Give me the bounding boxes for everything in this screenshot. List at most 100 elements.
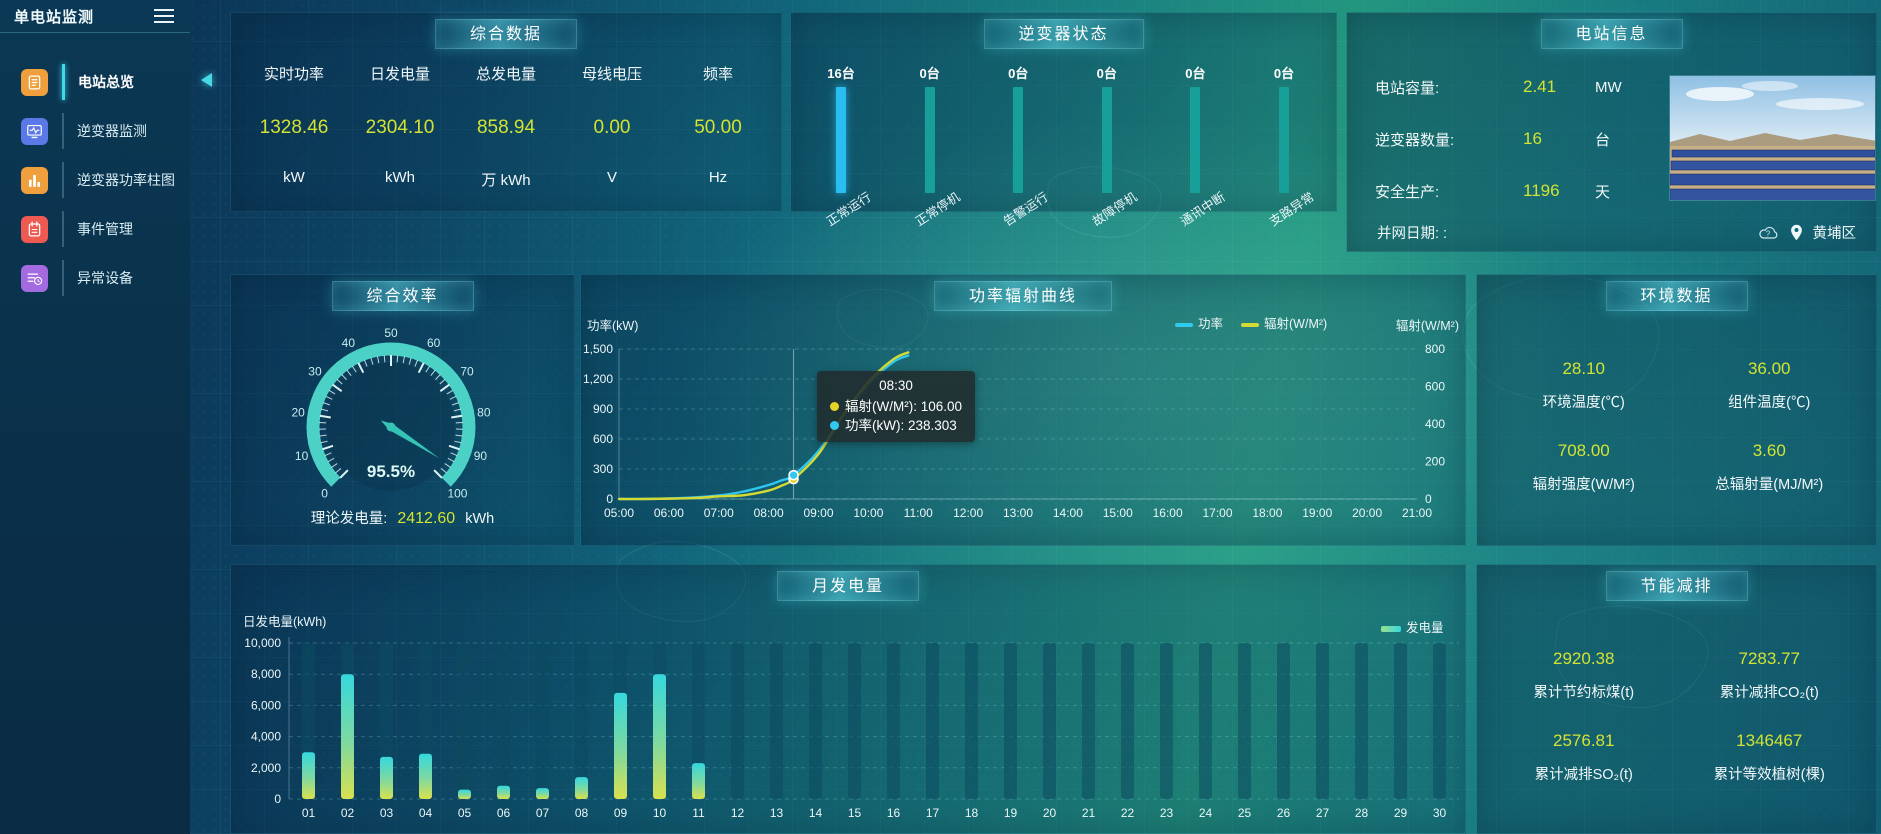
svg-text:90: 90 bbox=[474, 449, 488, 463]
power-hover-marker bbox=[788, 469, 799, 481]
tooltip-row: 辐射(W/M²): 106.00 bbox=[830, 397, 962, 416]
svg-text:14:00: 14:00 bbox=[1053, 506, 1083, 520]
sidebar-item-inverter-power-bars[interactable]: 逆变器功率柱图 bbox=[0, 159, 190, 201]
panel-summary: 综合数据 实时功率 1328.46 kW 日发电量 2304.10 kWh 总发电量 858.… bbox=[230, 12, 782, 212]
ghost-bar bbox=[692, 643, 705, 799]
monitor-icon bbox=[21, 117, 48, 145]
generation-bar[interactable] bbox=[302, 752, 315, 799]
svg-text:18: 18 bbox=[965, 806, 979, 820]
monthly-generation-chart[interactable]: 10,000 8,000 6,000 4,000 2,000 0 01 02 03 04 05 06 0… bbox=[231, 565, 1467, 834]
metric-value: 2304.10 bbox=[365, 117, 435, 138]
panel-environment: 环境数据 28.10 36.00 环境温度(℃) 组件温度(℃) 708.00 3.60 辐… bbox=[1476, 274, 1877, 546]
metric-label: 日发电量 bbox=[369, 66, 430, 83]
sidebar-item-inverter-monitor[interactable]: 逆变器监测 bbox=[0, 110, 190, 152]
legend-swatch bbox=[1241, 322, 1260, 327]
metric-label: 累计减排CO₂(t) bbox=[1719, 685, 1819, 701]
ghost-bar bbox=[1238, 643, 1251, 799]
inverter-status-bar bbox=[924, 87, 935, 193]
efficiency-gauge-chart[interactable]: 0 10 20 30 40 50 60 70 80 90 100 95.5% bbox=[231, 311, 576, 541]
ghost-bar bbox=[1160, 643, 1173, 799]
ghost-bar bbox=[1004, 643, 1017, 799]
svg-text:20: 20 bbox=[291, 405, 305, 419]
station-row-unit: 天 bbox=[1595, 183, 1611, 201]
ghost-bar bbox=[731, 643, 744, 799]
item-divider bbox=[62, 113, 64, 149]
metric-label: 实时功率 bbox=[263, 66, 324, 83]
generation-bar[interactable] bbox=[536, 788, 549, 799]
tooltip-series-dot bbox=[830, 402, 839, 411]
gauge-value: 95.5% bbox=[367, 462, 415, 481]
panel-power-curve: 功率辐射曲线 功率(kW) 辐射(W/M²) 功率 辐射(W/M²) 1,500 1… bbox=[580, 274, 1466, 546]
generation-bar[interactable] bbox=[419, 753, 432, 799]
generation-bar[interactable] bbox=[380, 756, 393, 799]
ghost-bar bbox=[1082, 643, 1095, 799]
summary-metrics: 实时功率 1328.46 kW 日发电量 2304.10 kWh 总发电量 858.94 万 k… bbox=[241, 63, 771, 190]
ghost-bar bbox=[1316, 643, 1329, 799]
svg-text:0: 0 bbox=[274, 792, 281, 806]
sidebar-item-station-overview[interactable]: 电站总览 bbox=[0, 61, 190, 103]
generation-bar[interactable] bbox=[458, 789, 471, 799]
panel-summary-title: 综合数据 bbox=[434, 19, 578, 49]
generation-bar[interactable] bbox=[497, 785, 510, 799]
curve-legend: 功率 辐射(W/M²) bbox=[1175, 313, 1327, 332]
panel-energy-saving: 节能减排 2920.38 7283.77 累计节约标煤(t) 累计减排CO₂(t) 25… bbox=[1476, 564, 1877, 834]
station-info-row: 安全生产: 1196 天 bbox=[1375, 165, 1622, 217]
generation-bar[interactable] bbox=[614, 692, 627, 799]
station-row-value: 2.41 bbox=[1523, 77, 1557, 96]
inverter-count: 0台 bbox=[1096, 66, 1117, 81]
station-footer: 并网日期: : ? 黄埔区 bbox=[1377, 222, 1856, 243]
panel-station-info: 电站信息 电站容量: 2.41 MW 逆变器数量: 16 台安全生产: 1196 天 bbox=[1346, 12, 1877, 252]
svg-text:12:00: 12:00 bbox=[953, 506, 983, 520]
svg-text:13: 13 bbox=[770, 806, 784, 820]
svg-text:23: 23 bbox=[1160, 806, 1174, 820]
svg-text:70: 70 bbox=[460, 365, 474, 379]
svg-text:1,200: 1,200 bbox=[583, 372, 613, 386]
inverter-count: 0台 bbox=[919, 66, 940, 81]
sidebar-item-event-management[interactable]: 事件管理 bbox=[0, 208, 190, 250]
svg-text:800: 800 bbox=[1425, 342, 1445, 356]
legend-item-power[interactable]: 功率 bbox=[1175, 313, 1223, 332]
legend-item-radiation[interactable]: 辐射(W/M²) bbox=[1241, 313, 1327, 332]
location-pin-icon bbox=[1790, 224, 1802, 241]
sidebar-item-abnormal-devices[interactable]: 异常设备 bbox=[0, 257, 190, 299]
station-row-value: 1196 bbox=[1523, 181, 1560, 200]
inverter-status-bar bbox=[836, 87, 846, 193]
tooltip-series-text: 辐射(W/M²): 106.00 bbox=[845, 399, 963, 414]
inverter-status-bar bbox=[1190, 87, 1201, 193]
legend-item-generation[interactable]: 发电量 bbox=[1381, 617, 1444, 636]
svg-text:29: 29 bbox=[1394, 806, 1408, 820]
svg-text:400: 400 bbox=[1425, 417, 1445, 431]
hamburger-menu-icon[interactable] bbox=[154, 5, 174, 27]
metric-label: 组件温度(℃) bbox=[1728, 395, 1811, 411]
metric-unit: kWh bbox=[385, 169, 415, 186]
inverter-status-bar bbox=[1101, 87, 1112, 193]
generation-bar[interactable] bbox=[653, 674, 666, 799]
svg-text:60: 60 bbox=[427, 336, 441, 350]
ghost-bar bbox=[1199, 643, 1212, 799]
svg-text:16: 16 bbox=[887, 806, 901, 820]
metric-unit: kW bbox=[283, 169, 305, 186]
generation-bar[interactable] bbox=[341, 674, 354, 799]
svg-text:10: 10 bbox=[653, 806, 667, 820]
panel-saving-title: 节能减排 bbox=[1605, 571, 1748, 601]
metric-label: 总辐射量(MJ/M²) bbox=[1715, 477, 1824, 493]
station-info-rows: 电站容量: 2.41 MW 逆变器数量: 16 台安全生产: 1196 天 bbox=[1375, 61, 1622, 217]
ghost-bar bbox=[965, 643, 978, 799]
metric-value: 7283.77 bbox=[1738, 649, 1800, 668]
theory-label: 理论发电量: bbox=[310, 511, 388, 527]
gauge-needle bbox=[380, 420, 440, 459]
svg-text:18:00: 18:00 bbox=[1252, 506, 1282, 520]
doc-icon bbox=[21, 68, 48, 96]
ghost-bar bbox=[1355, 643, 1368, 799]
metric-value: 3.60 bbox=[1752, 441, 1786, 460]
weather-cloud-icon: ? bbox=[1758, 226, 1777, 239]
generation-bar[interactable] bbox=[692, 763, 705, 799]
left-axis-name: 功率(kW) bbox=[587, 319, 639, 333]
legend-swatch bbox=[1175, 322, 1193, 327]
sidebar-item-label: 事件管理 bbox=[77, 221, 133, 237]
theory-generation: 理论发电量: 2412.60 kWh bbox=[231, 507, 574, 528]
saving-metrics: 2920.38 7283.77 累计节约标煤(t) 累计减排CO₂(t) 2576.81… bbox=[1491, 639, 1862, 803]
svg-text:600: 600 bbox=[1425, 380, 1445, 394]
generation-bar[interactable] bbox=[575, 777, 588, 799]
